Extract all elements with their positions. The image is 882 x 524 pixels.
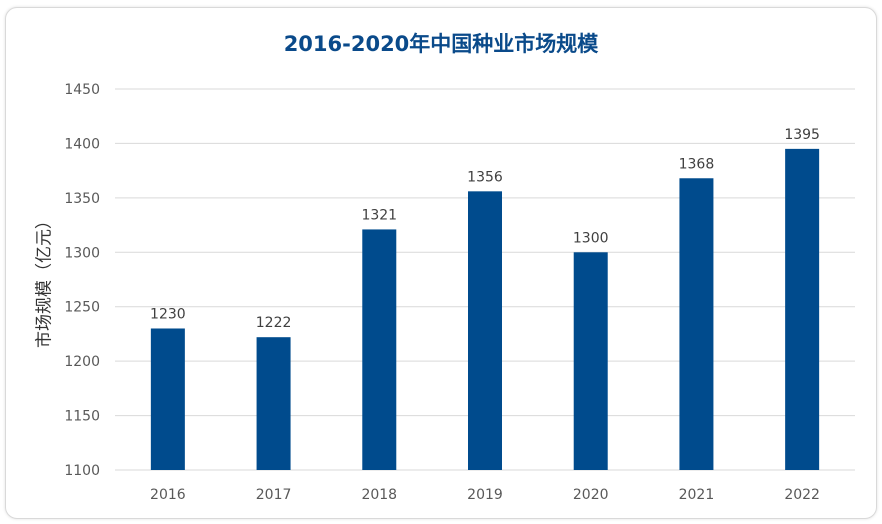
x-tick-label: 2022 [784,487,820,503]
bar [785,148,820,470]
bar [362,229,397,470]
y-tick-label: 1450 [64,82,100,98]
bar [256,337,291,470]
x-tick-label: 2016 [150,487,186,503]
x-tick-label: 2020 [573,487,609,503]
chart-card [5,7,877,519]
y-tick-label: 1300 [64,245,100,261]
x-tick-label: 2017 [256,487,292,503]
bar [150,328,185,470]
bar [468,191,502,470]
y-tick-label: 1400 [64,136,100,152]
y-tick-label: 1250 [64,300,100,316]
bar [679,178,714,470]
y-tick-label: 1150 [64,409,100,425]
x-tick-label: 2021 [679,487,715,503]
x-tick-label: 2018 [361,487,397,503]
data-label: 1300 [573,230,609,246]
y-tick-label: 1100 [64,463,100,479]
data-label: 1368 [679,156,715,172]
data-label: 1356 [467,169,503,185]
data-label: 1230 [150,306,186,322]
y-tick-label: 1200 [64,354,100,370]
chart-title: 2016-2020年中国种业市场规模 [283,32,599,56]
x-tick-label: 2019 [467,487,503,503]
bar [573,252,608,470]
data-label: 1222 [256,315,292,331]
data-label: 1395 [784,127,820,143]
data-label: 1321 [361,207,397,223]
y-tick-label: 1350 [64,191,100,207]
